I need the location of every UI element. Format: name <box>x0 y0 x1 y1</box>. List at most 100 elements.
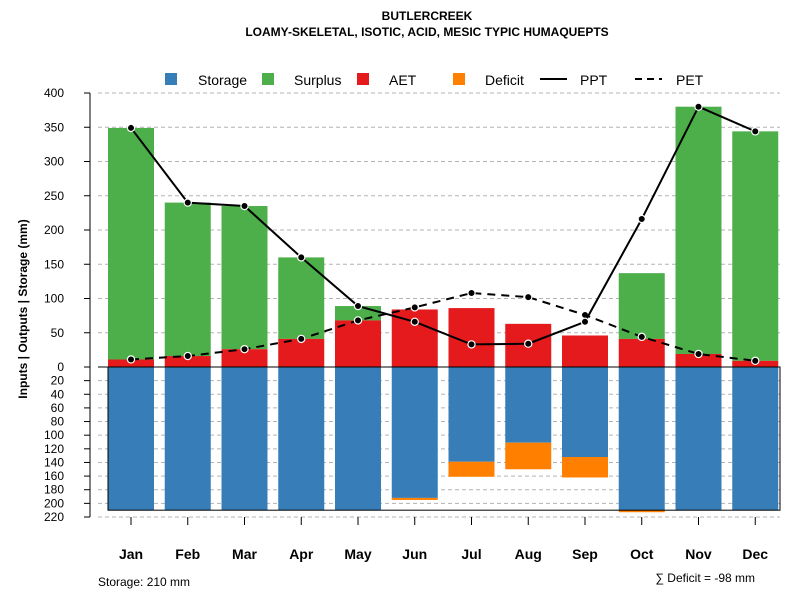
y-tick-label-bottom: 140 <box>44 455 64 469</box>
month-label: Sep <box>572 546 598 562</box>
storage-bar <box>448 367 495 462</box>
ppt-point <box>410 317 419 326</box>
month-label: Feb <box>175 546 200 562</box>
y-tick-label-bottom: 20 <box>51 374 65 388</box>
chart-subtitle: LOAMY-SKELETAL, ISOTIC, ACID, MESIC TYPI… <box>245 25 608 39</box>
y-tick-label-bottom: 40 <box>51 387 65 401</box>
y-tick-label-bottom: 60 <box>51 401 65 415</box>
aet-bar <box>562 335 608 367</box>
y-tick-label-top: 400 <box>44 86 64 100</box>
storage-bar <box>335 367 381 511</box>
pet-line <box>130 292 756 362</box>
surplus-bar <box>675 106 722 354</box>
legend-aet-swatch <box>357 73 369 85</box>
storage-bar <box>221 367 268 511</box>
lines <box>126 102 760 366</box>
ppt-point <box>524 339 533 348</box>
y-tick-label-bottom: 100 <box>44 428 64 442</box>
surplus-bar <box>164 202 211 357</box>
y-tick-label-bottom: 120 <box>44 442 64 456</box>
legend-ppt-label: PPT <box>580 72 608 88</box>
chart-title: BUTLERCREEK <box>382 9 473 23</box>
y-tick-label-top: 150 <box>44 257 64 271</box>
aet-bar <box>221 349 268 367</box>
y-tick-label-top: 100 <box>44 292 64 306</box>
surplus-bar <box>278 257 325 339</box>
legend: Storage Surplus AET Deficit PPT PET <box>165 72 704 88</box>
ppt-point <box>637 214 646 224</box>
aet-bar <box>335 320 381 367</box>
surplus-bar <box>732 131 779 361</box>
storage-bar <box>505 367 552 443</box>
month-label: Dec <box>742 546 768 562</box>
month-label: Mar <box>232 546 257 562</box>
ppt-point <box>240 201 249 211</box>
y-tick-label-bottom: 180 <box>44 483 64 497</box>
month-label: Nov <box>685 546 712 562</box>
gridlines <box>98 92 780 518</box>
y-axis-label: Inputs | Outputs | Storage (mm) <box>16 219 30 398</box>
month-label: Aug <box>515 546 542 562</box>
pet-point <box>126 355 136 364</box>
y-tick-label-top: 0 <box>57 360 64 374</box>
ppt-point <box>353 301 363 311</box>
ppt-point <box>126 123 136 133</box>
legend-deficit-label: Deficit <box>485 72 524 88</box>
bars <box>98 106 781 513</box>
y-tick-label-bottom: 80 <box>51 415 65 429</box>
storage-note: Storage: 210 mm <box>98 575 190 589</box>
deficit-bar <box>448 461 495 477</box>
month-label: Oct <box>630 546 654 562</box>
y-tick-label-bottom: 200 <box>44 496 64 510</box>
ppt-point <box>467 340 476 349</box>
month-label: Jun <box>402 546 427 562</box>
pet-point <box>410 303 419 312</box>
ppt-point <box>297 253 306 262</box>
y-tick-label-top: 300 <box>44 155 64 169</box>
legend-storage-swatch <box>165 73 177 85</box>
ppt-line <box>130 105 756 346</box>
pet-point <box>694 349 703 359</box>
surplus-bar <box>108 127 154 360</box>
surplus-bar <box>221 206 268 350</box>
legend-surplus-label: Surplus <box>294 72 341 88</box>
pet-point <box>751 356 760 366</box>
y-tick-label-bottom: 220 <box>44 510 64 524</box>
storage-bar <box>675 367 722 511</box>
pet-point <box>524 292 533 302</box>
aet-bar <box>164 356 211 367</box>
legend-aet-label: AET <box>389 72 417 88</box>
storage-bar <box>278 367 325 511</box>
pet-point <box>183 351 192 361</box>
surplus-bar <box>618 273 665 339</box>
y-tick-label-bottom: 160 <box>44 469 64 483</box>
y-tick-label-top: 250 <box>44 189 64 203</box>
pet-point <box>467 288 476 298</box>
storage-bar <box>108 367 154 511</box>
deficit-bar <box>505 442 552 470</box>
legend-surplus-swatch <box>262 73 274 85</box>
legend-deficit-swatch <box>453 73 465 85</box>
storage-bar <box>618 367 665 511</box>
pet-point <box>637 332 646 342</box>
pet-point <box>240 344 249 354</box>
deficit-bar <box>391 497 438 500</box>
pet-point <box>297 334 306 344</box>
y-tick-label-top: 50 <box>51 326 65 340</box>
ppt-point <box>694 102 703 111</box>
pet-point <box>353 316 363 325</box>
month-label: Jan <box>119 546 143 562</box>
y-tick-label-top: 200 <box>44 223 64 237</box>
axes: 0501001502002503003504002040608010012014… <box>44 86 768 562</box>
ppt-point <box>580 317 590 326</box>
aet-bar <box>618 338 665 367</box>
aet-bar <box>278 338 325 367</box>
month-label: Apr <box>289 546 314 562</box>
storage-bar <box>391 367 438 498</box>
storage-bar <box>164 367 211 511</box>
deficit-bar <box>618 510 665 513</box>
ppt-point <box>183 198 192 207</box>
storage-bar <box>732 367 779 511</box>
deficit-note: ∑ Deficit = -98 mm <box>655 571 755 585</box>
